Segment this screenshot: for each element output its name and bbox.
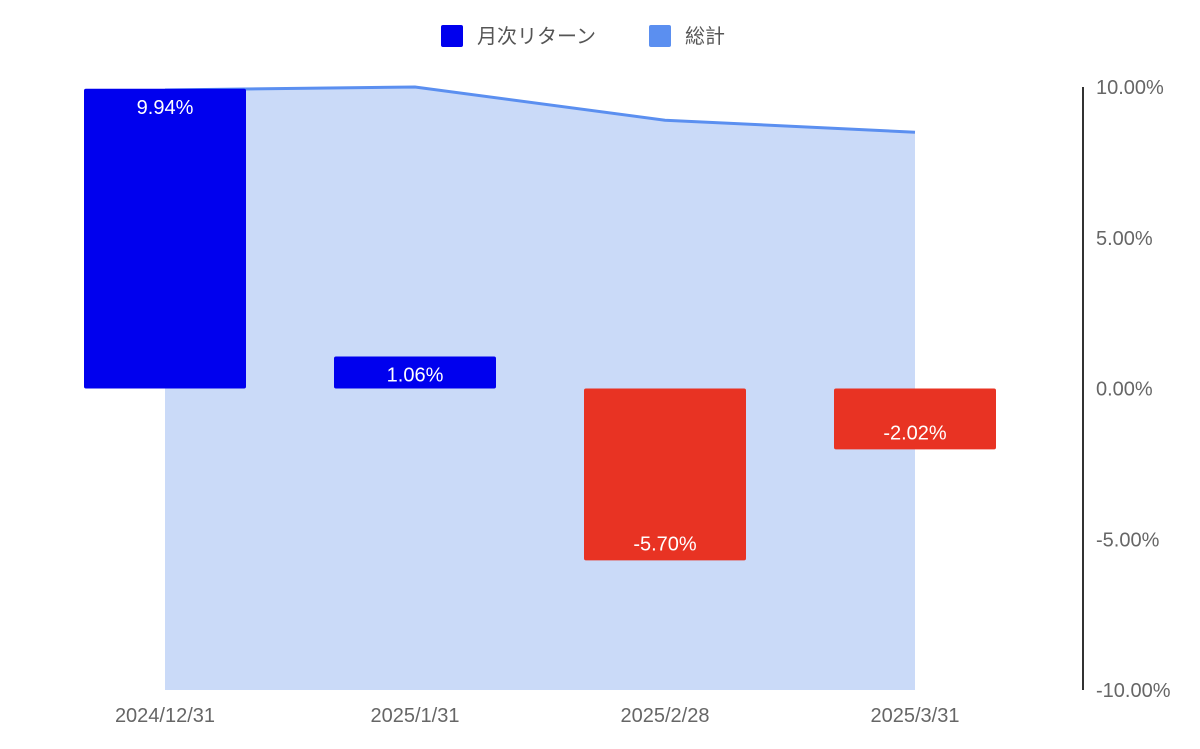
y-tick-label: 0.00% xyxy=(1096,379,1153,401)
bar-label-2024-12-31: 9.94% xyxy=(137,97,194,119)
total-line xyxy=(164,85,916,134)
x-tick-label: 2025/2/28 xyxy=(621,705,710,727)
y-tick-labels: 10.00% 5.00% 0.00% -5.00% -10.00% xyxy=(1096,77,1171,702)
bar-label-2025-3-31: -2.02% xyxy=(883,422,947,444)
y-tick-label: -5.00% xyxy=(1096,529,1160,551)
x-tick-label: 2024/12/31 xyxy=(115,705,215,727)
y-axis: 10.00% 5.00% 0.00% -5.00% -10.00% xyxy=(1082,77,1171,702)
bar-label-2025-2-28: -5.70% xyxy=(633,533,697,555)
y-tick-label: 5.00% xyxy=(1096,228,1153,250)
x-tick-label: 2025/1/31 xyxy=(371,705,460,727)
total-area-fill xyxy=(165,87,915,690)
x-tick-label: 2025/3/31 xyxy=(871,705,960,727)
y-tick-label: 10.00% xyxy=(1096,77,1164,99)
bar-label-2025-1-31: 1.06% xyxy=(387,365,444,387)
bar-2025-1-31 xyxy=(334,356,496,389)
bar-2025-2-28 xyxy=(584,388,746,561)
legend-label-total: 総計 xyxy=(685,24,725,48)
y-tick-label: -10.00% xyxy=(1096,680,1171,702)
bar-data-labels: 9.94% 1.06% -5.70% -2.02% xyxy=(137,97,947,556)
x-tick-labels: 2024/12/31 2025/1/31 2025/2/28 2025/3/31 xyxy=(115,705,960,727)
monthly-return-bars xyxy=(84,88,996,561)
bar-2025-3-31 xyxy=(834,388,996,450)
bar-2024-12-31 xyxy=(84,88,246,389)
legend-swatch-monthly-return xyxy=(441,25,463,47)
legend-swatch-total xyxy=(649,25,671,47)
total-area-layer xyxy=(164,85,916,690)
legend: 月次リターン 総計 xyxy=(441,24,725,48)
legend-label-monthly-return: 月次リターン xyxy=(477,24,596,48)
